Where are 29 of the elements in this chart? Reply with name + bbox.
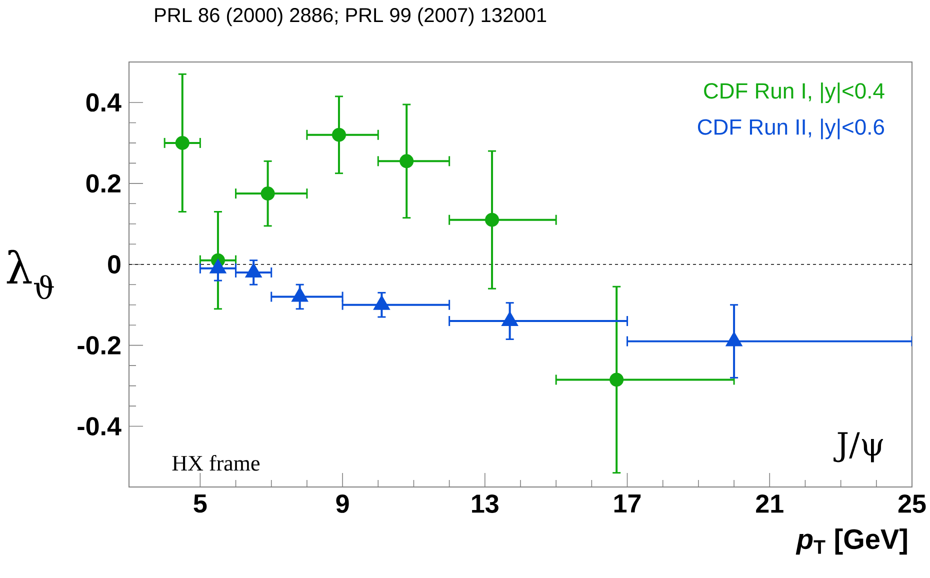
x-tick-label: 17 — [614, 494, 641, 512]
y-tick-label: 0.2 — [86, 174, 120, 193]
point — [502, 312, 518, 326]
point — [246, 263, 262, 278]
y-tick-label: 0.4 — [86, 93, 122, 112]
point — [175, 136, 190, 150]
annotation: J/ψ — [834, 432, 883, 462]
y-tick-label: 0 — [108, 255, 120, 274]
x-tick-label: 9 — [336, 494, 349, 513]
point — [485, 212, 500, 227]
point — [374, 296, 390, 310]
point — [292, 288, 308, 302]
x-tick-label: 5 — [194, 494, 207, 513]
x-tick-label: 25 — [898, 494, 926, 513]
x-tick-label: 21 — [756, 494, 784, 513]
point — [726, 332, 742, 346]
x-axis-title: p$_{T}$ [GeV] — [796, 528, 907, 555]
y-tick-label: -0.4 — [78, 417, 122, 436]
chart-title: PRL 86 (2000) 2886; PRL 99 (2007) 132001 — [155, 8, 546, 26]
text: CDF Run II, |y|<0.6 — [698, 118, 884, 140]
point — [332, 128, 346, 142]
y-tick-label: -0.2 — [78, 336, 120, 355]
point — [210, 259, 226, 274]
text: CDF Run I, |y|<0.4 — [704, 82, 884, 104]
x-tick-label: 13 — [472, 494, 498, 513]
y-axis-title: λ$_{ϑ}$ — [6, 250, 54, 300]
point — [260, 186, 275, 201]
point — [400, 154, 414, 168]
annotation: HX frame — [172, 454, 260, 471]
